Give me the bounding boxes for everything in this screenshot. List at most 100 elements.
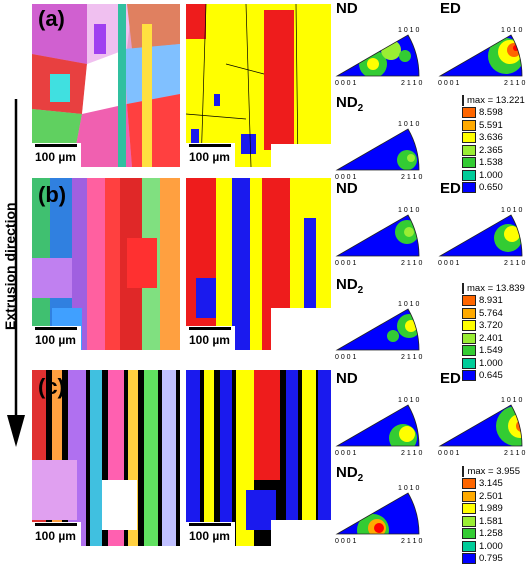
legend-swatch [462, 295, 476, 307]
legend-value: 2.501 [479, 490, 503, 502]
legend-swatch [462, 332, 476, 344]
ipf-pole-label: 0 0 0 1 [335, 260, 357, 267]
ipf-label-nd-c: ND [336, 370, 358, 387]
legend-value: 3.145 [479, 478, 503, 490]
ipf-pole-label: 0 0 0 1 [438, 80, 460, 87]
ipf-pole-label: 1 0 1 0 [398, 27, 420, 34]
ipf-pole-label: 0 0 0 1 [335, 450, 357, 457]
legend-value: 0.650 [479, 182, 503, 194]
ipf-pole-label: 0 0 0 1 [335, 354, 357, 361]
legend-level: 3.636 [462, 132, 520, 145]
legend-level: 1.581 [462, 515, 520, 528]
ebsd-ipf-map-a: 100 µm [32, 4, 180, 167]
legend-value: 1.258 [479, 528, 503, 540]
ipf-pole-label: 0 0 0 1 [335, 174, 357, 181]
legend-swatch [462, 144, 476, 156]
legend-level: 0.795 [462, 553, 520, 566]
ebsd-phase-map-b: 100 µm [186, 178, 331, 350]
ipf-pole-label: 2 1 1 0 [401, 174, 423, 181]
ipf-pole-label: 2 1 1 0 [401, 260, 423, 267]
ipf-triangle-nd-a: 1 0 1 0 0 0 0 1 2 1 1 0 [335, 27, 423, 87]
ebsd-ipf-map-c: 100 µm [32, 370, 180, 546]
legend-swatch [462, 515, 476, 527]
legend-swatch [462, 107, 476, 119]
legend-swatch [462, 490, 476, 502]
legend-level: max = 3.955 [462, 465, 520, 478]
legend-level: 2.365 [462, 144, 520, 157]
legend-value: 1.581 [479, 515, 503, 527]
legend-value: 8.598 [479, 107, 503, 119]
legend-value: 3.720 [479, 320, 503, 332]
legend-level: 1.000 [462, 357, 520, 370]
legend-value: 2.401 [479, 332, 503, 344]
ipf-pole-label: 2 1 1 0 [504, 260, 526, 267]
legend-level: 5.591 [462, 119, 520, 132]
legend-level: 0.645 [462, 370, 520, 383]
ipf-pole-label: 0 0 0 1 [335, 538, 357, 545]
ipf-triangle-nd-b: 1 0 1 0 0 0 0 1 2 1 1 0 [335, 207, 423, 267]
legend-level: 8.931 [462, 295, 520, 308]
legend-swatch [462, 94, 464, 106]
extrusion-arrow [7, 99, 25, 447]
legend-swatch [462, 528, 476, 540]
ipf-pole-label: 1 0 1 0 [398, 207, 420, 214]
legend-level: 1.000 [462, 169, 520, 182]
legend-level: 5.764 [462, 307, 520, 320]
ipf-triangle-ed-c: 1 0 1 0 0 0 0 1 2 1 1 0 [438, 397, 526, 457]
ipf-triangle-ed-a: 1 0 1 0 0 0 0 1 2 1 1 0 [438, 27, 526, 87]
legend-swatch [462, 320, 476, 332]
legend-b: max = 13.839 8.931 5.764 3.720 2.401 1.549 1.0… [462, 282, 528, 394]
legend-level: 1.000 [462, 540, 520, 553]
legend-level: max = 13.221 [462, 94, 525, 107]
scale-bar-phase-a: 100 µm [186, 143, 235, 167]
legend-swatch [462, 119, 476, 131]
legend-value: 0.645 [479, 370, 503, 382]
ipf-pole-label: 2 1 1 0 [401, 354, 423, 361]
ipf-label-nd-a: ND [336, 0, 358, 17]
ipf-label-nd2-a: ND2 [336, 94, 364, 114]
legend-value: 1.549 [479, 345, 503, 357]
legend-level: 8.598 [462, 107, 520, 120]
ipf-pole-label: 1 0 1 0 [501, 27, 523, 34]
legend-value: max = 13.221 [467, 94, 525, 106]
legend-value: 5.764 [479, 307, 503, 319]
legend-a: max = 13.221 8.598 5.591 3.636 2.365 1.538 1.0… [462, 94, 528, 206]
scale-bar-phase-b: 100 µm [186, 326, 235, 350]
legend-level: 3.720 [462, 320, 520, 333]
legend-c: max = 3.955 3.145 2.501 1.989 1.581 1.258 1.00… [462, 465, 528, 577]
ipf-triangle-nd-c: 1 0 1 0 0 0 0 1 2 1 1 0 [335, 397, 423, 457]
ebsd-phase-map-a: 100 µm [186, 4, 331, 167]
ipf-pole-label: 1 0 1 0 [501, 397, 523, 404]
legend-level: 1.258 [462, 528, 520, 541]
legend-swatch [462, 307, 476, 319]
ipf-triangle-ed-b: 1 0 1 0 0 0 0 1 2 1 1 0 [438, 207, 526, 267]
ipf-pole-label: 2 1 1 0 [504, 450, 526, 457]
panel-label-a: (a) [38, 6, 65, 31]
ipf-label-nd2-b: ND2 [336, 276, 364, 296]
legend-level: 1.549 [462, 345, 520, 358]
legend-level: 2.501 [462, 490, 520, 503]
scale-bar-b: 100 µm [32, 326, 81, 350]
legend-value: 1.000 [479, 169, 503, 181]
ebsd-ipf-map-b: 100 µm [32, 178, 180, 350]
ipf-label-nd-b: ND [336, 180, 358, 197]
legend-level: 3.145 [462, 478, 520, 491]
legend-value: 0.795 [479, 553, 503, 565]
ipf-triangle-nd2-a: 1 0 1 0 0 0 0 1 2 1 1 0 [335, 121, 423, 181]
ipf-label-ed-a: ED [440, 0, 461, 17]
legend-swatch [462, 132, 476, 144]
legend-value: 1.000 [479, 540, 503, 552]
legend-swatch [462, 345, 476, 357]
legend-value: 3.636 [479, 132, 503, 144]
ipf-pole-label: 2 1 1 0 [401, 80, 423, 87]
legend-level: 1.538 [462, 157, 520, 170]
legend-swatch [462, 182, 476, 194]
ipf-pole-label: 0 0 0 1 [438, 260, 460, 267]
legend-swatch [462, 503, 476, 515]
ipf-pole-label: 2 1 1 0 [401, 538, 423, 545]
legend-swatch [462, 553, 476, 565]
legend-swatch [462, 282, 464, 294]
ebsd-phase-map-c: 100 µm [186, 370, 331, 546]
scale-bar-a: 100 µm [32, 143, 81, 167]
legend-value: max = 13.839 [467, 282, 525, 294]
